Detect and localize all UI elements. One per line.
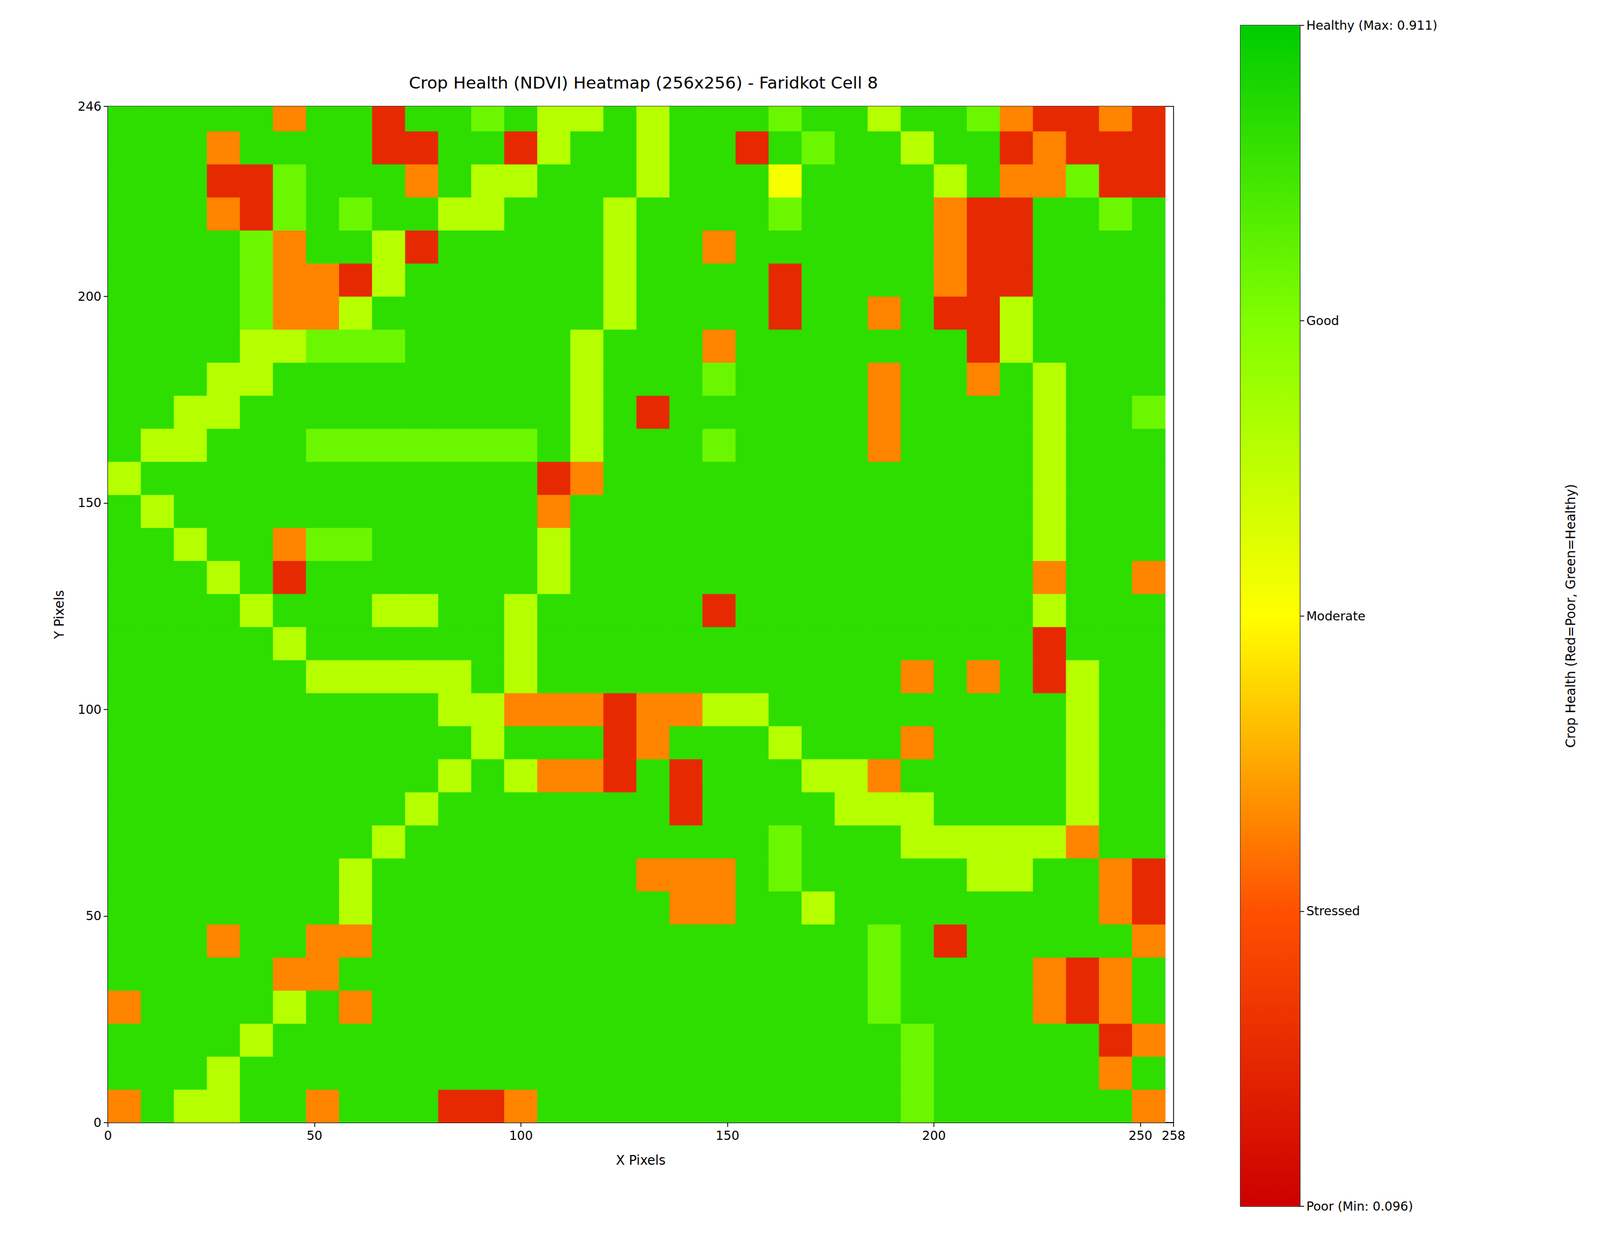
svg-text:Crop Health (Red=Poor, Green=H: Crop Health (Red=Poor, Green=Healthy) [1563, 483, 1579, 748]
svg-text:246: 246 [77, 99, 102, 114]
svg-text:Y Pixels: Y Pixels [51, 590, 67, 640]
svg-text:Healthy (Max: 0.911): Healthy (Max: 0.911) [1306, 18, 1438, 33]
svg-text:0: 0 [104, 1128, 113, 1143]
svg-text:0: 0 [93, 1115, 102, 1130]
svg-text:50: 50 [306, 1128, 323, 1143]
svg-text:Stressed: Stressed [1306, 903, 1360, 918]
svg-text:Crop Health (NDVI) Heatmap (25: Crop Health (NDVI) Heatmap (256x256) - F… [408, 72, 878, 93]
svg-text:258: 258 [1161, 1128, 1186, 1143]
svg-text:Moderate: Moderate [1306, 608, 1366, 623]
svg-text:250: 250 [1128, 1128, 1153, 1143]
svg-text:200: 200 [921, 1128, 946, 1143]
svg-text:X Pixels: X Pixels [615, 1152, 666, 1168]
svg-text:Poor (Min: 0.096): Poor (Min: 0.096) [1306, 1198, 1414, 1213]
svg-text:50: 50 [85, 908, 102, 923]
svg-text:150: 150 [77, 495, 102, 510]
svg-text:100: 100 [77, 702, 102, 717]
svg-text:Good: Good [1306, 313, 1340, 328]
svg-text:100: 100 [509, 1128, 533, 1143]
svg-text:150: 150 [715, 1128, 740, 1143]
svg-text:200: 200 [77, 289, 102, 304]
